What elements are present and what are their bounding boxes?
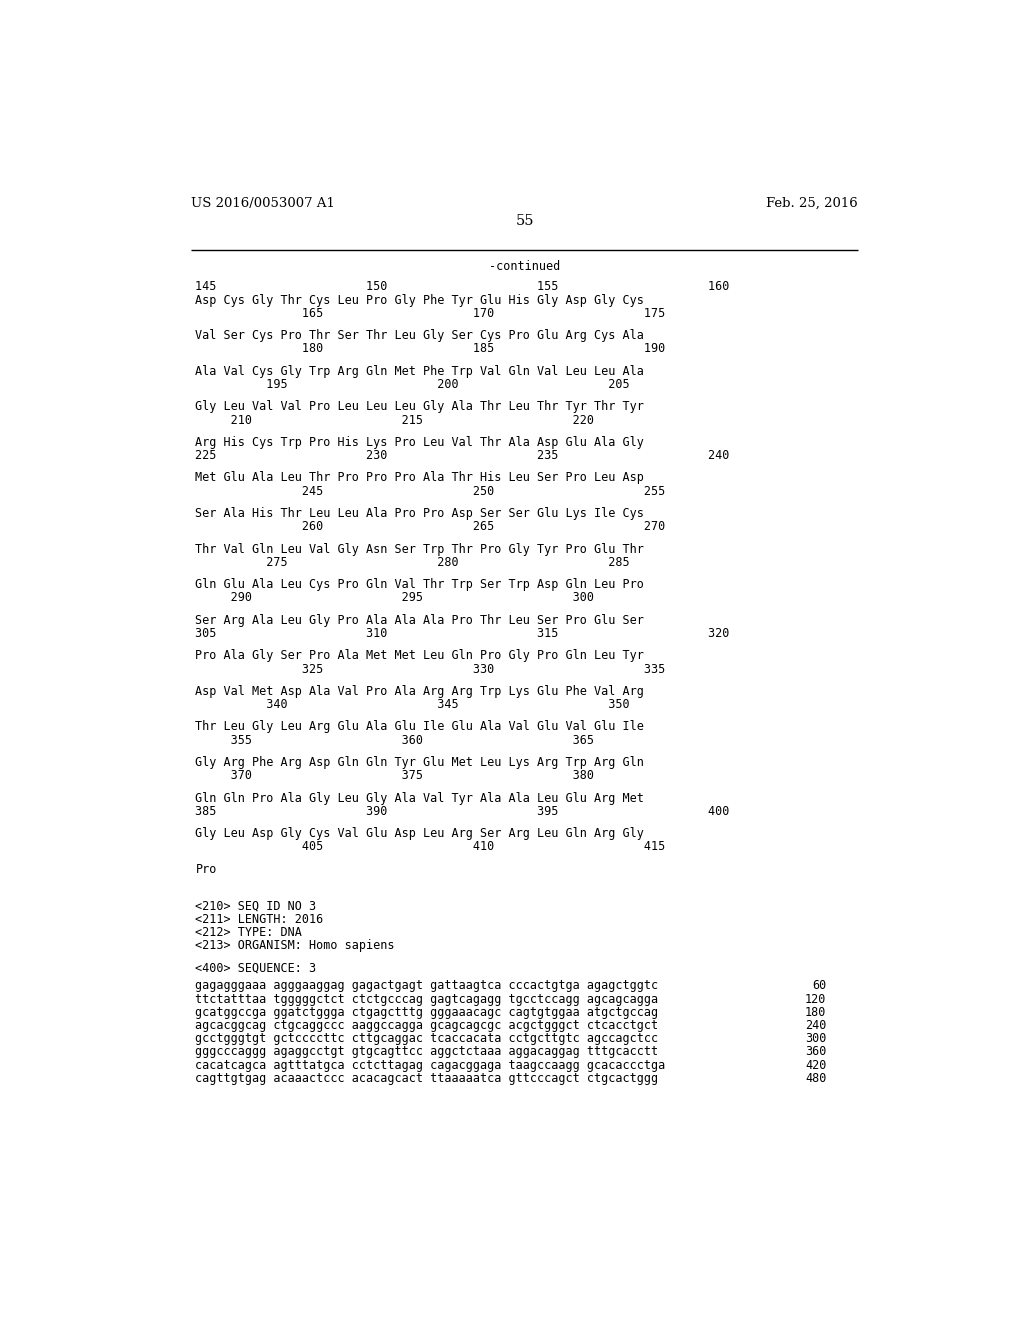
Text: gcctgggtgt gctccccttc cttgcaggac tcaccacata cctgcttgtc agccagctcc: gcctgggtgt gctccccttc cttgcaggac tcaccac… bbox=[196, 1032, 658, 1045]
Text: Feb. 25, 2016: Feb. 25, 2016 bbox=[766, 197, 858, 210]
Text: 360: 360 bbox=[805, 1045, 826, 1059]
Text: Ala Val Cys Gly Trp Arg Gln Met Phe Trp Val Gln Val Leu Leu Ala: Ala Val Cys Gly Trp Arg Gln Met Phe Trp … bbox=[196, 364, 644, 378]
Text: gagagggaaa agggaaggag gagactgagt gattaagtca cccactgtga agagctggtc: gagagggaaa agggaaggag gagactgagt gattaag… bbox=[196, 979, 658, 993]
Text: 180: 180 bbox=[805, 1006, 826, 1019]
Text: Pro: Pro bbox=[196, 863, 217, 875]
Text: 195                     200                     205: 195 200 205 bbox=[196, 378, 630, 391]
Text: 240: 240 bbox=[805, 1019, 826, 1032]
Text: 180                     185                     190: 180 185 190 bbox=[196, 342, 666, 355]
Text: Gly Arg Phe Arg Asp Gln Gln Tyr Glu Met Leu Lys Arg Trp Arg Gln: Gly Arg Phe Arg Asp Gln Gln Tyr Glu Met … bbox=[196, 756, 644, 770]
Text: Thr Leu Gly Leu Arg Glu Ala Glu Ile Glu Ala Val Glu Val Glu Ile: Thr Leu Gly Leu Arg Glu Ala Glu Ile Glu … bbox=[196, 721, 644, 734]
Text: Pro Ala Gly Ser Pro Ala Met Met Leu Gln Pro Gly Pro Gln Leu Tyr: Pro Ala Gly Ser Pro Ala Met Met Leu Gln … bbox=[196, 649, 644, 663]
Text: 275                     280                     285: 275 280 285 bbox=[196, 556, 630, 569]
Text: 305                     310                     315                     320: 305 310 315 320 bbox=[196, 627, 730, 640]
Text: Asp Cys Gly Thr Cys Leu Pro Gly Phe Tyr Glu His Gly Asp Gly Cys: Asp Cys Gly Thr Cys Leu Pro Gly Phe Tyr … bbox=[196, 293, 644, 306]
Text: 290                     295                     300: 290 295 300 bbox=[196, 591, 595, 605]
Text: <400> SEQUENCE: 3: <400> SEQUENCE: 3 bbox=[196, 961, 316, 974]
Text: 145                     150                     155                     160: 145 150 155 160 bbox=[196, 280, 730, 293]
Text: 325                     330                     335: 325 330 335 bbox=[196, 663, 666, 676]
Text: 385                     390                     395                     400: 385 390 395 400 bbox=[196, 805, 730, 818]
Text: 165                     170                     175: 165 170 175 bbox=[196, 306, 666, 319]
Text: Gln Gln Pro Ala Gly Leu Gly Ala Val Tyr Ala Ala Leu Glu Arg Met: Gln Gln Pro Ala Gly Leu Gly Ala Val Tyr … bbox=[196, 792, 644, 805]
Text: Ser Ala His Thr Leu Leu Ala Pro Pro Asp Ser Ser Glu Lys Ile Cys: Ser Ala His Thr Leu Leu Ala Pro Pro Asp … bbox=[196, 507, 644, 520]
Text: Thr Val Gln Leu Val Gly Asn Ser Trp Thr Pro Gly Tyr Pro Glu Thr: Thr Val Gln Leu Val Gly Asn Ser Trp Thr … bbox=[196, 543, 644, 556]
Text: gcatggccga ggatctggga ctgagctttg gggaaacagc cagtgtggaa atgctgccag: gcatggccga ggatctggga ctgagctttg gggaaac… bbox=[196, 1006, 658, 1019]
Text: ttctatttaa tgggggctct ctctgcccag gagtcagagg tgcctccagg agcagcagga: ttctatttaa tgggggctct ctctgcccag gagtcag… bbox=[196, 993, 658, 1006]
Text: 120: 120 bbox=[805, 993, 826, 1006]
Text: 55: 55 bbox=[515, 214, 535, 228]
Text: <210> SEQ ID NO 3: <210> SEQ ID NO 3 bbox=[196, 899, 316, 912]
Text: 340                     345                     350: 340 345 350 bbox=[196, 698, 630, 711]
Text: 480: 480 bbox=[805, 1072, 826, 1085]
Text: Val Ser Cys Pro Thr Ser Thr Leu Gly Ser Cys Pro Glu Arg Cys Ala: Val Ser Cys Pro Thr Ser Thr Leu Gly Ser … bbox=[196, 329, 644, 342]
Text: 370                     375                     380: 370 375 380 bbox=[196, 770, 595, 783]
Text: 60: 60 bbox=[812, 979, 826, 993]
Text: Asp Val Met Asp Ala Val Pro Ala Arg Arg Trp Lys Glu Phe Val Arg: Asp Val Met Asp Ala Val Pro Ala Arg Arg … bbox=[196, 685, 644, 698]
Text: 210                     215                     220: 210 215 220 bbox=[196, 413, 595, 426]
Text: 355                     360                     365: 355 360 365 bbox=[196, 734, 595, 747]
Text: 225                     230                     235                     240: 225 230 235 240 bbox=[196, 449, 730, 462]
Text: gggcccaggg agaggcctgt gtgcagttcc aggctctaaa aggacaggag tttgcacctt: gggcccaggg agaggcctgt gtgcagttcc aggctct… bbox=[196, 1045, 658, 1059]
Text: cagttgtgag acaaactccc acacagcact ttaaaaatca gttcccagct ctgcactggg: cagttgtgag acaaactccc acacagcact ttaaaaa… bbox=[196, 1072, 658, 1085]
Text: <211> LENGTH: 2016: <211> LENGTH: 2016 bbox=[196, 912, 324, 925]
Text: cacatcagca agtttatgca cctcttagag cagacggaga taagccaagg gcacaccctga: cacatcagca agtttatgca cctcttagag cagacgg… bbox=[196, 1059, 666, 1072]
Text: US 2016/0053007 A1: US 2016/0053007 A1 bbox=[191, 197, 336, 210]
Text: <213> ORGANISM: Homo sapiens: <213> ORGANISM: Homo sapiens bbox=[196, 939, 395, 952]
Text: agcacggcag ctgcaggccc aaggccagga gcagcagcgc acgctgggct ctcacctgct: agcacggcag ctgcaggccc aaggccagga gcagcag… bbox=[196, 1019, 658, 1032]
Text: Arg His Cys Trp Pro His Lys Pro Leu Val Thr Ala Asp Glu Ala Gly: Arg His Cys Trp Pro His Lys Pro Leu Val … bbox=[196, 436, 644, 449]
Text: 260                     265                     270: 260 265 270 bbox=[196, 520, 666, 533]
Text: <212> TYPE: DNA: <212> TYPE: DNA bbox=[196, 925, 302, 939]
Text: -continued: -continued bbox=[489, 260, 560, 273]
Text: 405                     410                     415: 405 410 415 bbox=[196, 841, 666, 854]
Text: Gly Leu Val Val Pro Leu Leu Leu Gly Ala Thr Leu Thr Tyr Thr Tyr: Gly Leu Val Val Pro Leu Leu Leu Gly Ala … bbox=[196, 400, 644, 413]
Text: 300: 300 bbox=[805, 1032, 826, 1045]
Text: 245                     250                     255: 245 250 255 bbox=[196, 484, 666, 498]
Text: Met Glu Ala Leu Thr Pro Pro Pro Ala Thr His Leu Ser Pro Leu Asp: Met Glu Ala Leu Thr Pro Pro Pro Ala Thr … bbox=[196, 471, 644, 484]
Text: Gly Leu Asp Gly Cys Val Glu Asp Leu Arg Ser Arg Leu Gln Arg Gly: Gly Leu Asp Gly Cys Val Glu Asp Leu Arg … bbox=[196, 828, 644, 841]
Text: 420: 420 bbox=[805, 1059, 826, 1072]
Text: Ser Arg Ala Leu Gly Pro Ala Ala Ala Pro Thr Leu Ser Pro Glu Ser: Ser Arg Ala Leu Gly Pro Ala Ala Ala Pro … bbox=[196, 614, 644, 627]
Text: Gln Glu Ala Leu Cys Pro Gln Val Thr Trp Ser Trp Asp Gln Leu Pro: Gln Glu Ala Leu Cys Pro Gln Val Thr Trp … bbox=[196, 578, 644, 591]
